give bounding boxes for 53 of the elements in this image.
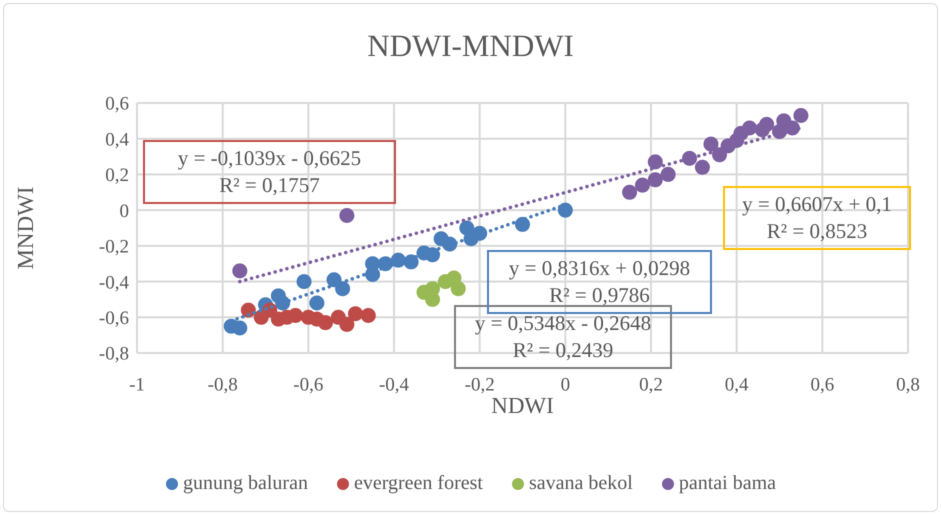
point (360, 308, 376, 323)
x-tick-label: -0,6 (293, 374, 324, 396)
point (742, 120, 758, 136)
point (309, 296, 324, 310)
x-tick-label: 0,2 (639, 374, 663, 396)
y-tick-label: -0,4 (98, 272, 130, 294)
point (703, 136, 718, 152)
x-axis-title: NDWI (491, 393, 554, 418)
point (634, 178, 650, 193)
legend-label: pantai bama (678, 472, 776, 495)
annotation: y = 0,5348x - 0,2648 R² = 0,2439 (474, 311, 652, 362)
point (660, 166, 676, 182)
point (318, 315, 333, 330)
point (232, 320, 248, 336)
point (648, 154, 663, 170)
y-tick-label: 0 (120, 200, 129, 222)
y-tick-label: 0,6 (105, 94, 129, 115)
point (793, 108, 808, 123)
annotation: y = 0,8316x + 0,0298 R² = 0,9786 (508, 256, 690, 307)
y-tick-label: 0,2 (105, 165, 129, 186)
point (515, 216, 530, 232)
x-tick-label: 0,4 (724, 374, 750, 396)
annotation: y = -0,1039x - 0,6625 R² = 0,1757 (143, 140, 396, 204)
point (339, 316, 354, 332)
point (296, 274, 312, 290)
point (425, 281, 440, 296)
legend-label: savana bekol (528, 472, 633, 495)
y-tick-label: -0,8 (98, 344, 129, 365)
point (558, 202, 573, 218)
point (450, 281, 466, 296)
x-tick-label: 0,8 (896, 374, 920, 396)
chart-title: NDWI-MNDWI (366, 28, 575, 64)
y-axis-title: MNDWI (13, 186, 38, 270)
y-tick-label: -0,2 (98, 236, 129, 258)
y-tick-label: -0,6 (98, 308, 129, 330)
point (648, 172, 663, 188)
point (232, 263, 248, 278)
point (348, 306, 363, 322)
point (759, 116, 774, 132)
legend-label: evergreen forest (354, 472, 483, 495)
point (335, 281, 350, 296)
x-tick-label: -1 (129, 374, 145, 396)
legend-label: gunung baluran (182, 472, 308, 495)
point (622, 184, 638, 200)
x-tick-label: -0,4 (378, 374, 410, 396)
annotation: y = 0,6607x + 0,1 R² = 0,8523 (723, 186, 911, 250)
x-tick-label: 0,6 (810, 374, 834, 396)
x-tick-label: -0,2 (464, 374, 495, 396)
x-tick-label: -0,8 (208, 374, 238, 396)
point (694, 160, 710, 175)
y-tick-label: 0,4 (105, 129, 130, 150)
x-tick-label: 0 (560, 374, 570, 396)
point (339, 208, 354, 223)
